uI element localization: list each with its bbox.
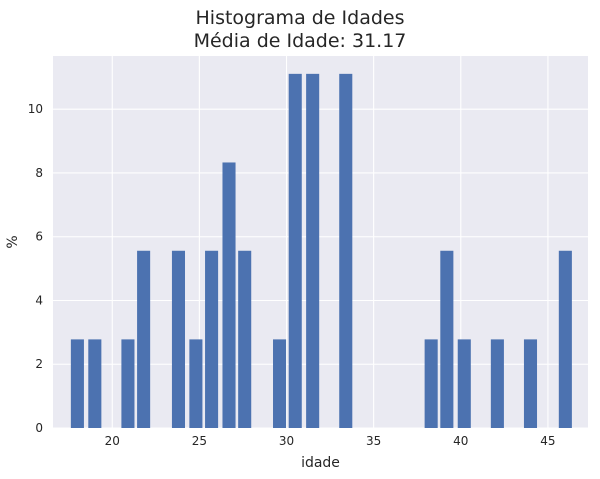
x-axis-label: idade xyxy=(301,455,340,471)
histogram-bar xyxy=(121,339,135,428)
histogram-bar xyxy=(457,339,471,428)
x-tick-label: 30 xyxy=(279,434,294,448)
y-tick-label: 10 xyxy=(28,102,43,116)
histogram-bar xyxy=(424,339,438,428)
histogram-bar xyxy=(523,339,538,428)
histogram-bar xyxy=(137,250,151,428)
histogram-bar xyxy=(222,162,236,428)
histogram-bar xyxy=(288,73,302,429)
x-tick-label: 35 xyxy=(366,434,381,448)
histogram-bar xyxy=(171,250,186,428)
x-tick-labels: 20 25 30 35 40 45 xyxy=(105,434,556,448)
histogram-bar xyxy=(189,339,203,428)
chart-subtitle: Média de Idade: 31.17 xyxy=(193,30,407,52)
bars-group xyxy=(70,73,572,429)
histogram-bar xyxy=(558,250,572,428)
x-tick-label: 45 xyxy=(540,434,555,448)
x-tick-label: 40 xyxy=(453,434,468,448)
histogram-bar xyxy=(339,73,353,429)
histogram-bar xyxy=(70,339,84,428)
histogram-bar xyxy=(273,339,287,428)
y-axis-label: % xyxy=(5,235,21,248)
histogram-bar xyxy=(440,250,454,428)
histogram-bar xyxy=(238,250,252,428)
y-tick-label: 6 xyxy=(35,230,43,244)
histogram-bar xyxy=(88,339,102,428)
histogram-bar xyxy=(306,73,320,429)
y-tick-label: 0 xyxy=(35,421,43,435)
chart-title: Histograma de Idades xyxy=(195,7,405,29)
y-tick-label: 8 xyxy=(35,166,43,180)
histogram-bar xyxy=(490,339,504,428)
y-tick-label: 2 xyxy=(35,357,43,371)
y-tick-labels: 0 2 4 6 8 10 xyxy=(28,102,43,435)
x-tick-label: 20 xyxy=(105,434,120,448)
histogram-bar xyxy=(205,250,219,428)
y-tick-label: 4 xyxy=(35,293,43,307)
x-tick-label: 25 xyxy=(192,434,207,448)
